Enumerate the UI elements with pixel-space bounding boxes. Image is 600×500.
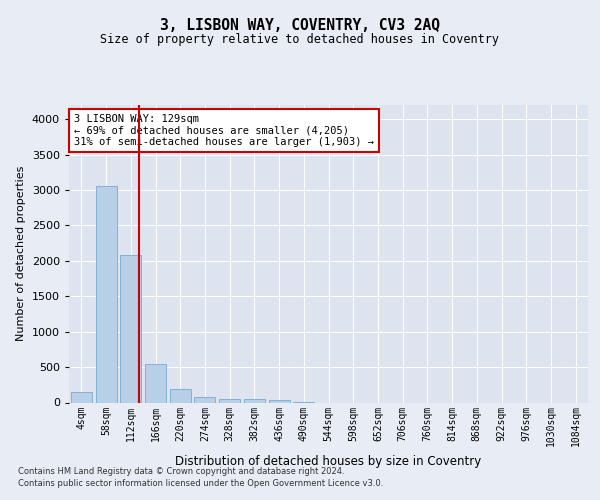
Text: Contains HM Land Registry data © Crown copyright and database right 2024.: Contains HM Land Registry data © Crown c…	[18, 468, 344, 476]
Bar	[145, 364, 166, 403]
Bar	[219, 398, 240, 402]
Bar	[269, 400, 290, 402]
Bar	[120, 255, 141, 402]
Bar	[170, 389, 191, 402]
Bar	[71, 392, 92, 402]
Text: Size of property relative to detached houses in Coventry: Size of property relative to detached ho…	[101, 32, 499, 46]
X-axis label: Distribution of detached houses by size in Coventry: Distribution of detached houses by size …	[175, 454, 482, 468]
Bar	[95, 186, 116, 402]
Text: 3 LISBON WAY: 129sqm
← 69% of detached houses are smaller (4,205)
31% of semi-de: 3 LISBON WAY: 129sqm ← 69% of detached h…	[74, 114, 374, 147]
Bar	[194, 397, 215, 402]
Bar	[244, 400, 265, 402]
Text: 3, LISBON WAY, COVENTRY, CV3 2AQ: 3, LISBON WAY, COVENTRY, CV3 2AQ	[160, 18, 440, 32]
Text: Contains public sector information licensed under the Open Government Licence v3: Contains public sector information licen…	[18, 479, 383, 488]
Y-axis label: Number of detached properties: Number of detached properties	[16, 166, 26, 342]
